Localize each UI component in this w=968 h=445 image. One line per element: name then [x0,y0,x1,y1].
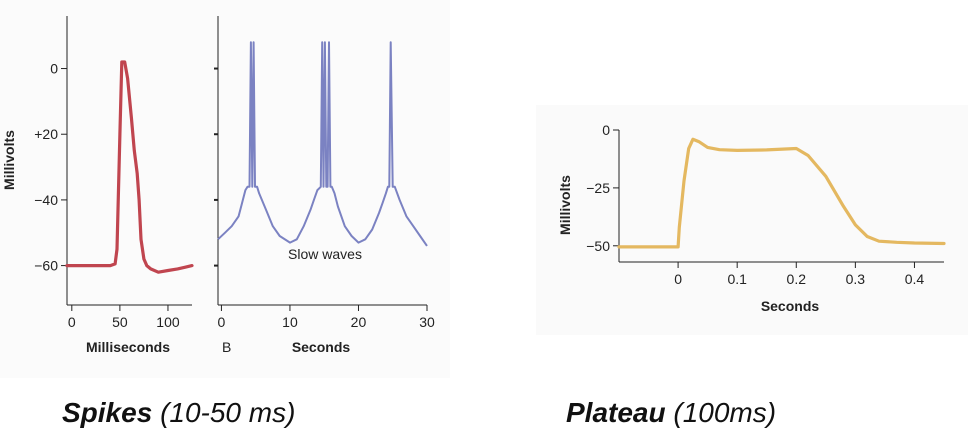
slow-waves-x-axis-title: Seconds [292,339,351,355]
slow-waves-chart: 0 10 20 30 Slow waves B Seconds [214,16,435,355]
slow-waves-x-tick-label: 10 [282,314,298,330]
slow-waves-x-tick-label: 0 [218,314,226,330]
plateau-y-tick-label: 0 [602,122,610,138]
plateau-y-tick-label: −25 [586,180,610,196]
plateau-chart: 0 0.1 0.2 0.3 0.4 0 −25 −50 Seconds Millivolts [557,122,946,314]
slow-waves-x-tick-label: 30 [419,314,435,330]
spike-ms-y-axis-title: Millivolts [1,130,17,190]
plateau-x-tick-label: 0.3 [846,271,866,287]
spikes-caption-detail: (10-50 ms) [160,397,296,428]
spike-ms-y-tick-label: −40 [34,192,58,208]
plateau-y-axis-title: Millivolts [557,175,573,235]
spike-ms-x-tick-label: 0 [68,314,76,330]
spike-ms-y-tick-label: +20 [34,126,58,142]
spike-ms-line [65,60,194,274]
plateau-y-tick-label: −50 [586,238,610,254]
slow-waves-annotation: Slow waves [288,246,362,262]
plateau-x-tick-label: 0.1 [727,271,747,287]
slow-waves-x-tick-label: 20 [351,314,367,330]
plateau-caption-title: Plateau [566,397,666,428]
spike-ms-x-tick-label: 100 [156,314,180,330]
plateau-x-tick-label: 0.4 [905,271,925,287]
spike-ms-x-tick-label: 50 [112,314,128,330]
plateau-x-axis-title: Seconds [761,298,820,314]
spike-ms-y-tick-label: −60 [34,258,58,274]
spike-ms-x-axis-title: Milliseconds [86,339,170,355]
spike-ms-y-tick-label: 0 [50,61,58,77]
plateau-x-tick-label: 0 [674,271,682,287]
panel-label-b: B [222,339,231,355]
spikes-caption-title: Spikes [62,397,153,428]
spikes-caption: Spikes (10-50 ms) [62,397,295,429]
plateau-line [617,137,946,249]
plateau-caption: Plateau (100ms) [566,397,776,429]
slow-waves-line [217,41,428,247]
plateau-caption-detail: (100ms) [673,397,777,428]
plateau-x-tick-label: 0.2 [787,271,807,287]
spike-ms-chart: 0 50 100 0 +20 −40 −60 Milliseconds Millivolts [1,16,194,355]
spikes-panel-background [0,0,450,378]
plateau-panel-background [536,105,968,335]
